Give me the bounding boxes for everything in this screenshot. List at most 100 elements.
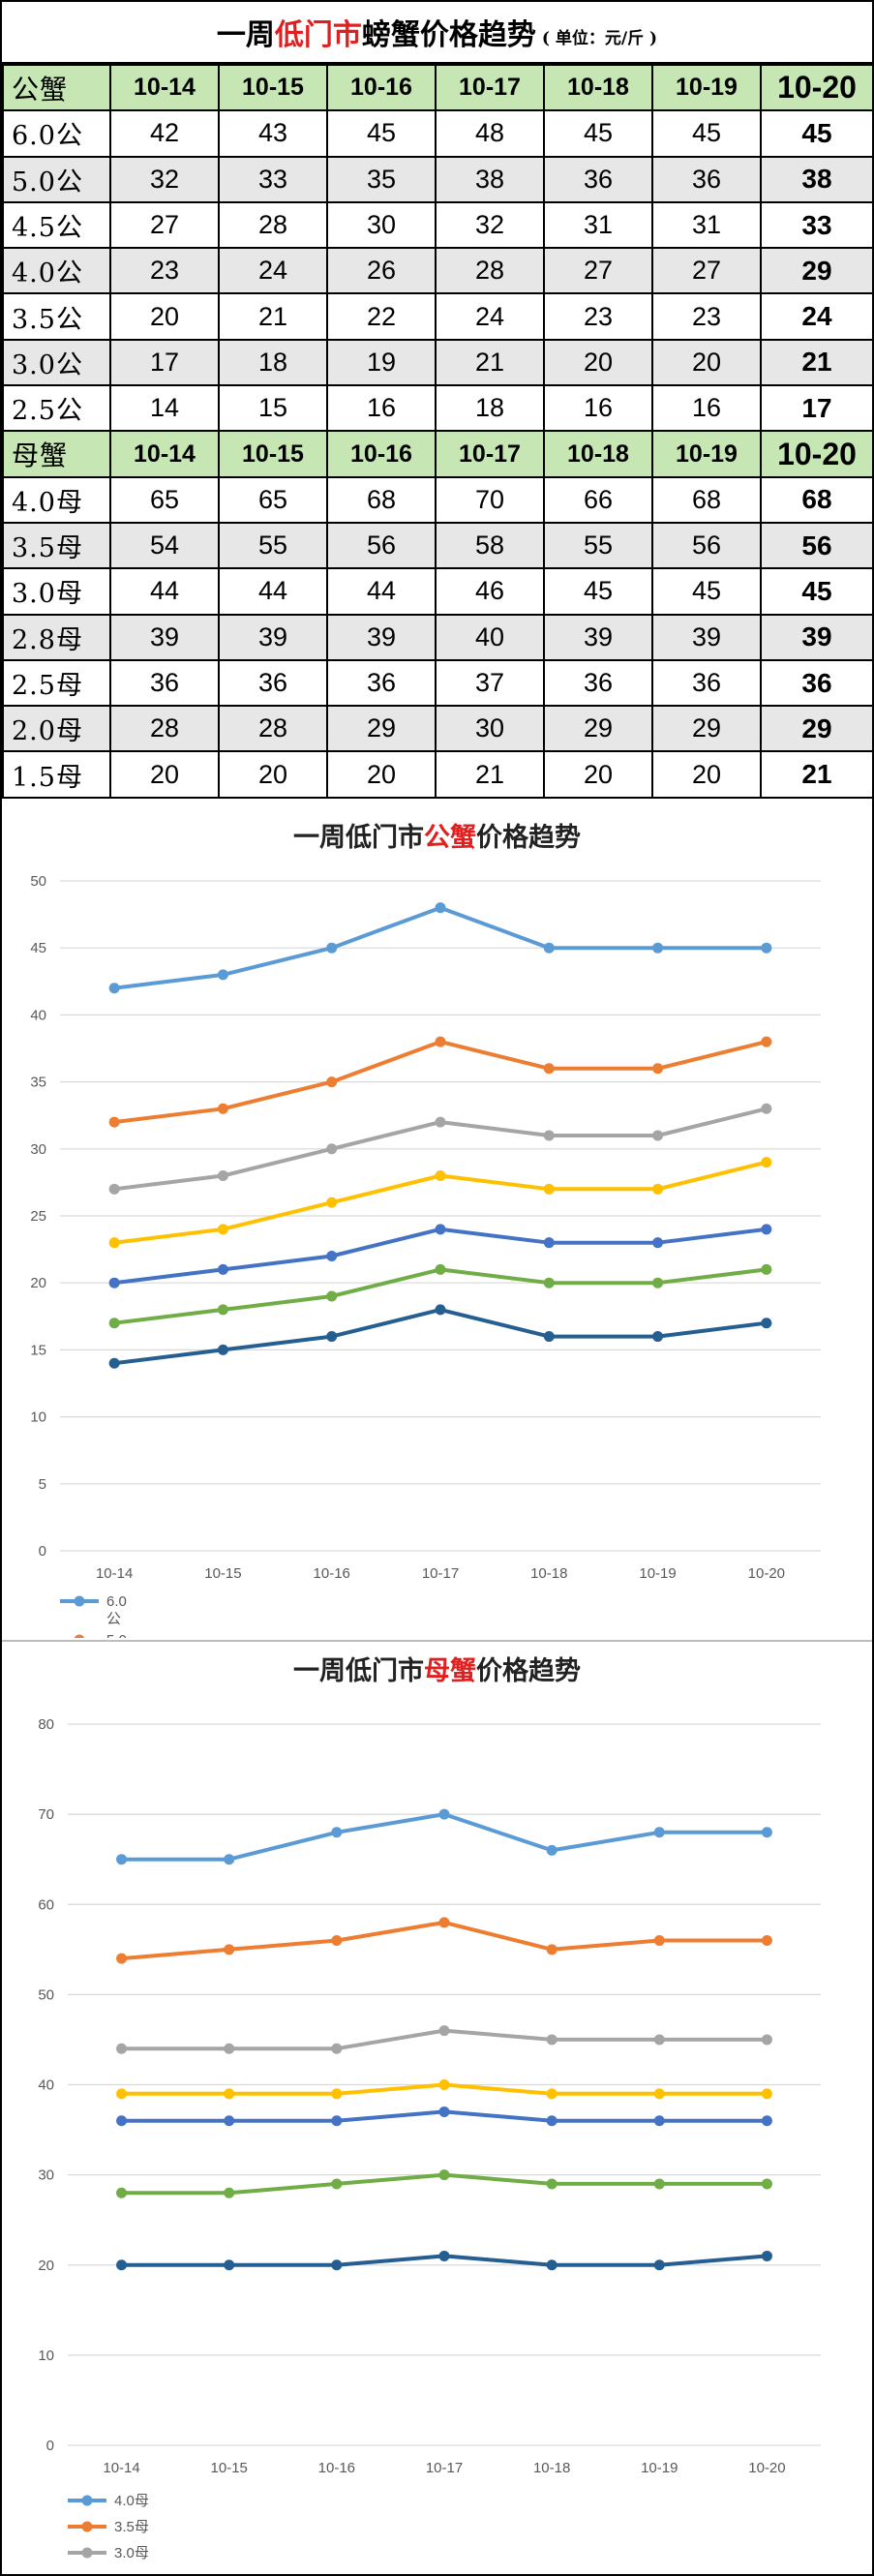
data-point [326, 1331, 338, 1343]
data-point [326, 1197, 338, 1208]
data-point [224, 2259, 235, 2271]
data-point [217, 969, 228, 981]
header-date: 10-14 [109, 63, 220, 112]
data-point [652, 942, 664, 954]
data-point [543, 942, 555, 954]
chart-title: 一周低门市公蟹价格趋势 [293, 822, 581, 853]
price-cell: 65 [109, 475, 220, 524]
data-point [653, 2088, 665, 2100]
data-point [224, 2043, 235, 2054]
data-point [331, 2043, 343, 2054]
data-point [543, 1130, 555, 1141]
price-cell: 37 [435, 658, 545, 708]
row-label: 2.5公 [2, 384, 111, 433]
data-point [326, 1076, 338, 1088]
price-cell: 44 [326, 567, 437, 616]
row-label: 3.5公 [2, 292, 111, 341]
table-title-highlight: 低门市 [274, 18, 362, 52]
table-row: 3.0母 44 44 44 46 45 45 45 [2, 567, 874, 616]
series-line [119, 1920, 769, 1961]
row-label: 4.0公 [2, 247, 111, 295]
price-cell-latest: 17 [760, 384, 874, 433]
price-cell: 36 [543, 155, 653, 203]
data-point [331, 1935, 343, 1946]
price-cell: 68 [326, 475, 437, 524]
header-date: 10-18 [543, 63, 653, 112]
chart-title-suffix: 价格趋势 [476, 1656, 581, 1686]
data-point [435, 1263, 446, 1275]
row-label: 2.8母 [2, 613, 111, 661]
data-point [546, 1844, 558, 1856]
table-unit-note: ( 单位：元/斤 ) [541, 28, 658, 48]
price-cell: 20 [543, 338, 653, 387]
row-label: 4.5公 [2, 200, 111, 250]
price-cell: 36 [326, 658, 437, 708]
data-point [438, 2025, 450, 2037]
header-date: 10-16 [326, 63, 437, 112]
chart-title-highlight: 母蟹 [424, 1656, 476, 1686]
price-cell: 45 [326, 109, 437, 158]
data-point [543, 1277, 555, 1288]
table-row: 4.5公 27 28 30 32 31 31 33 [2, 200, 874, 250]
price-cell: 21 [435, 338, 545, 387]
price-cell: 39 [651, 613, 762, 661]
male-crab-line-chart: 一周低门市公蟹价格趋势 0 5 10 15 20 25 30 35 40 45 50 10-14 10-1… [2, 807, 872, 1640]
data-point [761, 1827, 772, 1838]
data-point [761, 1036, 772, 1047]
data-point [438, 1917, 450, 1928]
data-point [108, 1116, 120, 1128]
x-tick-label: 10-18 [530, 1565, 567, 1582]
y-tick-label: 50 [38, 1986, 54, 2003]
price-cell: 20 [218, 750, 328, 799]
x-tick-label: 10-19 [641, 2460, 678, 2476]
price-cell: 20 [651, 750, 762, 799]
data-point [224, 1854, 235, 1865]
chart-title-prefix: 一周低门市 [293, 822, 424, 853]
price-cell: 20 [109, 292, 220, 341]
female-header-label: 母蟹 [2, 430, 111, 478]
data-point [326, 942, 338, 954]
data-point [761, 2034, 772, 2046]
data-point [326, 1290, 338, 1302]
price-cell: 21 [218, 292, 328, 341]
table-row: 2.5母 36 36 36 37 36 36 36 [2, 658, 874, 708]
price-cell: 19 [326, 338, 437, 387]
y-tick-label: 70 [38, 1806, 54, 1823]
data-point [761, 2178, 772, 2190]
chart-title-prefix: 一周低门市 [293, 1655, 424, 1686]
price-cell-latest: 21 [760, 338, 874, 387]
data-point [543, 1063, 555, 1075]
price-cell: 36 [218, 658, 328, 708]
price-cell: 55 [543, 521, 653, 570]
data-point [653, 2178, 665, 2190]
data-point [652, 1331, 664, 1343]
price-cell: 45 [651, 567, 762, 616]
header-date: 10-16 [326, 430, 437, 478]
price-cell: 42 [109, 109, 220, 158]
price-cell: 36 [651, 658, 762, 708]
price-cell: 28 [218, 705, 328, 753]
y-tick-label: 45 [30, 940, 46, 956]
table-title-prefix: 一周 [216, 18, 275, 52]
y-tick-label: 50 [30, 873, 46, 890]
table-title: 一周 低门市 螃蟹价格趋势( 单位：元/斤 ) [2, 2, 872, 64]
price-cell: 28 [218, 200, 328, 250]
data-point [435, 1224, 446, 1235]
row-label: 1.5母 [2, 750, 111, 799]
data-point [546, 2259, 558, 2271]
price-cell: 23 [109, 247, 220, 295]
row-label: 6.0公 [2, 109, 111, 158]
price-cell: 16 [543, 384, 653, 433]
price-cell: 24 [435, 292, 545, 341]
price-cell: 55 [218, 521, 328, 570]
legend-swatch-marker [81, 2495, 93, 2506]
table-row: 3.5母 54 55 56 58 55 56 56 [2, 521, 874, 570]
data-point [217, 1103, 228, 1114]
price-cell: 23 [651, 292, 762, 341]
price-cell: 32 [435, 200, 545, 250]
x-tick-label: 10-14 [96, 1565, 133, 1582]
data-point [546, 2115, 558, 2127]
price-cell: 26 [326, 247, 437, 295]
legend-label: 5.0 [106, 1632, 127, 1640]
